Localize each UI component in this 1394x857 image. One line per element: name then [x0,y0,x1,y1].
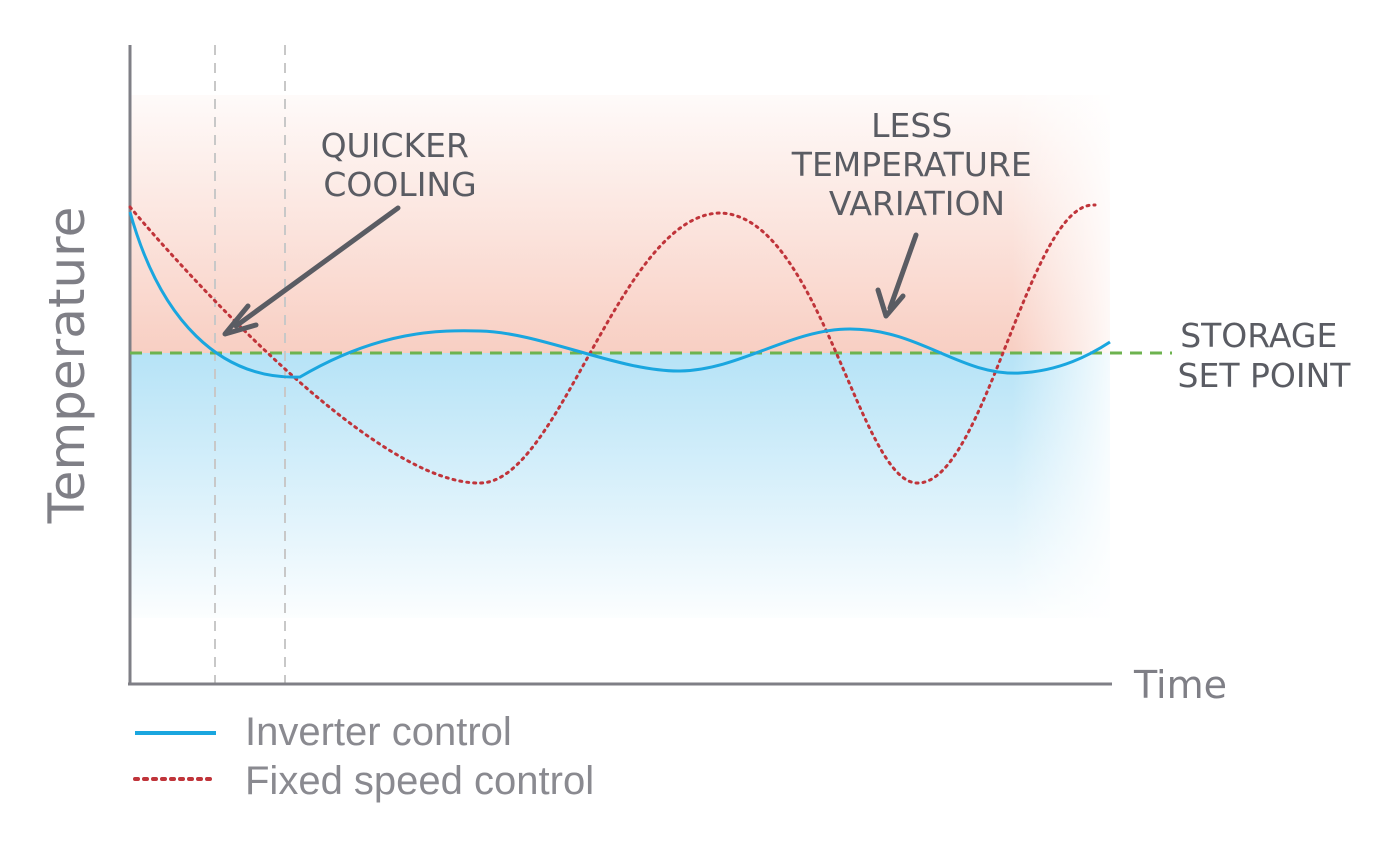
series-line-fixed-speed-control [128,203,1097,485]
series-line-inverter-control [128,211,1111,379]
legend-label-inverter-control: Inverter control [245,710,512,754]
annotation-less-variation: LESS TEMPERATURE VARIATION [791,106,1042,223]
y-axis-label: Temperature [38,207,96,525]
annotation-quicker-cooling: QUICKER COOLING [321,126,480,204]
setpoint-label: STORAGE SET POINT [1178,316,1352,395]
x-axis-label: Time [1133,663,1227,707]
legend-label-fixed-speed-control: Fixed speed control [245,759,594,803]
legend: Inverter control Fixed speed control [133,710,594,803]
arrow-less-variation [875,232,919,319]
arrow-quicker-cooling [222,205,401,337]
